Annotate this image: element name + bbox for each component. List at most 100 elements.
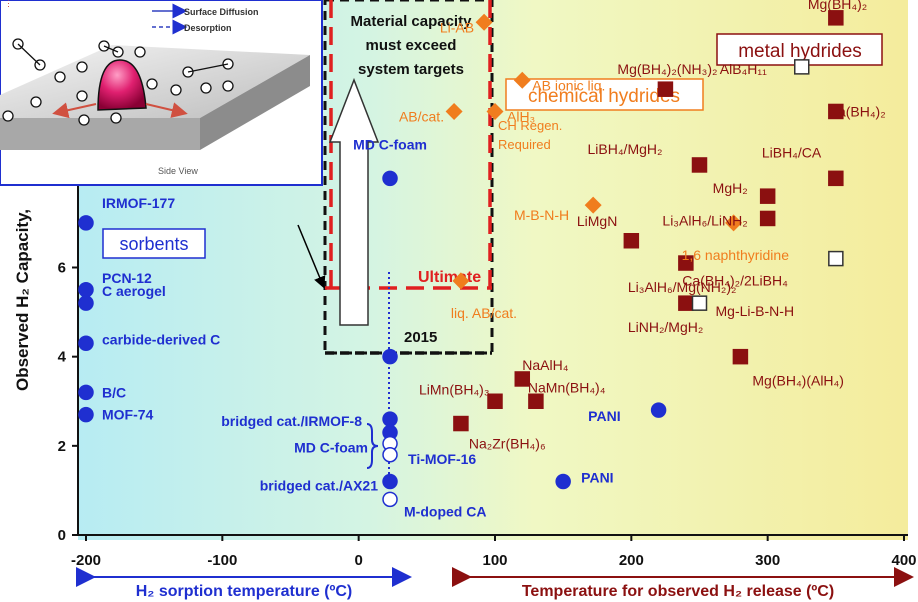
metal-hydride-point xyxy=(828,170,844,187)
x-axis-label-sorption: H₂ sorption temperature (ºC) xyxy=(136,583,353,600)
metal-hydride-point xyxy=(623,233,640,249)
sorbent-label: Ti-MOF-16 xyxy=(408,451,476,467)
sorbent-label: IRMOF-177 xyxy=(102,195,175,211)
metal-hydride-label: LiBH₄/MgH₂ xyxy=(588,141,663,157)
sorbent-label: PANI xyxy=(588,408,620,424)
sorbent-point xyxy=(382,473,398,490)
x-tick-label: 400 xyxy=(891,552,916,569)
metal-hydride-label: Mg(BH₄)₂(NH₃)₂ xyxy=(617,61,717,77)
metal-hydride-label: Na₂Zr(BH₄)₆ xyxy=(469,436,546,452)
metal-hydride-point xyxy=(691,157,708,173)
sorbent-point xyxy=(382,447,398,463)
target-2015-label: 2015 xyxy=(404,329,437,346)
chemical-hydride-point xyxy=(725,214,743,232)
chemical-hydride-label: liq. AB/cat. xyxy=(451,305,517,321)
sorbent-label: PANI xyxy=(581,470,613,486)
metal-hydride-point xyxy=(759,210,776,227)
surface-diffusion-inset: ⋮ Surface Diffusion Desorption Side View xyxy=(0,0,323,186)
x-tick-label: 200 xyxy=(619,552,644,569)
metal-hydride-point xyxy=(732,348,749,365)
metal-hydride-point xyxy=(759,188,776,204)
chemical-hydride-label: AlH₃ xyxy=(507,108,535,124)
metal-hydride-point xyxy=(794,59,810,75)
sorbent-label: MD C-foam xyxy=(353,136,427,152)
chemical-hydrides-region-label: chemical hydrides xyxy=(528,86,680,107)
metal-hydride-label: LiMn(BH₄)₃ xyxy=(419,381,490,397)
metal-hydride-label: LiBH₄/CA xyxy=(762,144,822,160)
metal-hydride-label: LiNH₂/MgH₂ xyxy=(628,319,703,335)
sorbent-label: MOF-74 xyxy=(102,407,154,423)
sorbents-region-label: sorbents xyxy=(119,234,188,254)
sorbent-bracket xyxy=(366,423,379,469)
ultimate-label: Ultimate xyxy=(418,269,481,286)
inset-legend-desorption: Desorption xyxy=(184,23,232,33)
ch-regen-label-1: CH Regen. xyxy=(498,118,562,133)
chemical-hydride-point xyxy=(584,196,602,214)
y-tick-label: 6 xyxy=(58,260,66,277)
metal-hydride-point xyxy=(514,371,531,387)
chemical-hydride-point xyxy=(486,102,504,120)
ch-regen-label-2: Required xyxy=(498,137,551,152)
chemical-hydride-label: AB ionic liq. xyxy=(532,77,605,93)
chemical-hydride-point xyxy=(452,272,470,290)
chemical-hydride-label: AB/cat. xyxy=(399,108,444,124)
sorbent-point xyxy=(555,473,571,490)
capacity-note-line-2: must exceed xyxy=(366,37,457,54)
svg-text:⋮: ⋮ xyxy=(4,0,13,8)
x-tick-label: 0 xyxy=(354,552,362,569)
data-marks xyxy=(78,10,844,508)
sorbent-label: B/C xyxy=(102,384,126,400)
sorbent-point xyxy=(78,215,94,231)
x-tick-label: 300 xyxy=(755,552,780,569)
sorbent-label: MD C-foam xyxy=(294,440,368,456)
metal-hydride-point xyxy=(453,415,469,432)
metal-hydride-point xyxy=(828,10,844,26)
metal-hydride-label: AlB₄H₁₁ xyxy=(720,61,767,77)
sorbents-region-box xyxy=(102,228,206,259)
pointer-arrow xyxy=(297,224,326,289)
metal-hydride-point xyxy=(828,250,844,267)
sorbent-point xyxy=(78,406,94,423)
chemical-hydride-point xyxy=(513,71,531,89)
sorbent-point xyxy=(78,335,94,352)
capacity-note-line-3: system targets xyxy=(358,61,464,78)
metal-hydride-label: NaAlH₄ xyxy=(522,357,568,373)
metal-hydride-label: NaMn(BH₄)₄ xyxy=(528,379,606,395)
metal-hydride-label: Mg(BH₄)₂ xyxy=(808,0,867,12)
sorbent-label: bridged cat./IRMOF-8 xyxy=(221,413,362,429)
x-tick-label: -100 xyxy=(207,552,237,569)
y-tick-label: 2 xyxy=(58,438,66,455)
sorbent-point xyxy=(78,384,94,401)
sorbent-label: M-doped CA xyxy=(404,503,486,519)
metal-hydride-label: Mg(BH₄)(AlH₄) xyxy=(752,373,844,389)
metal-hydride-label: Mg-Li-B-N-H xyxy=(716,303,795,319)
metal-hydride-point xyxy=(691,295,708,311)
capacity-note-line-1: Material capacity xyxy=(351,13,473,30)
sorbent-point xyxy=(382,411,398,427)
capacity-up-arrow xyxy=(328,77,380,326)
inset-legend-diffusion: Surface Diffusion xyxy=(184,7,259,17)
sorbent-point xyxy=(78,282,94,298)
sorbent-point xyxy=(382,170,398,187)
y-tick-label: 0 xyxy=(58,527,66,544)
sorbent-point xyxy=(382,491,398,508)
x-tick-label: -200 xyxy=(71,552,101,569)
x-tick-label: 100 xyxy=(482,552,507,569)
metal-hydrides-region-label: metal hydrides xyxy=(738,41,862,62)
chemical-hydride-point xyxy=(445,102,463,120)
sorbent-point xyxy=(78,295,94,311)
metal-hydride-point xyxy=(657,81,674,97)
metal-hydride-label: Li₃AlH₆/Mg(NH₂)₂ xyxy=(628,279,737,295)
sorbent-point xyxy=(382,348,398,365)
sorbent-label: C aerogel xyxy=(102,283,166,299)
sorbent-label: PCN-12 xyxy=(102,270,152,286)
metal-hydride-point xyxy=(678,255,694,271)
chemical-hydride-label: Li-AB xyxy=(440,19,474,35)
metal-hydride-label: Ca(BH₄)₂ xyxy=(828,103,886,119)
sorbent-label: carbide-derived C xyxy=(102,331,220,347)
x-axis-label-release: Temperature for observed H₂ release (ºC) xyxy=(522,583,834,600)
metal-hydride-point xyxy=(678,295,694,311)
chemical-hydride-label: 1,6 naphthyridine xyxy=(682,247,790,263)
y-axis-label: Observed H₂ Capacity, xyxy=(13,209,32,391)
